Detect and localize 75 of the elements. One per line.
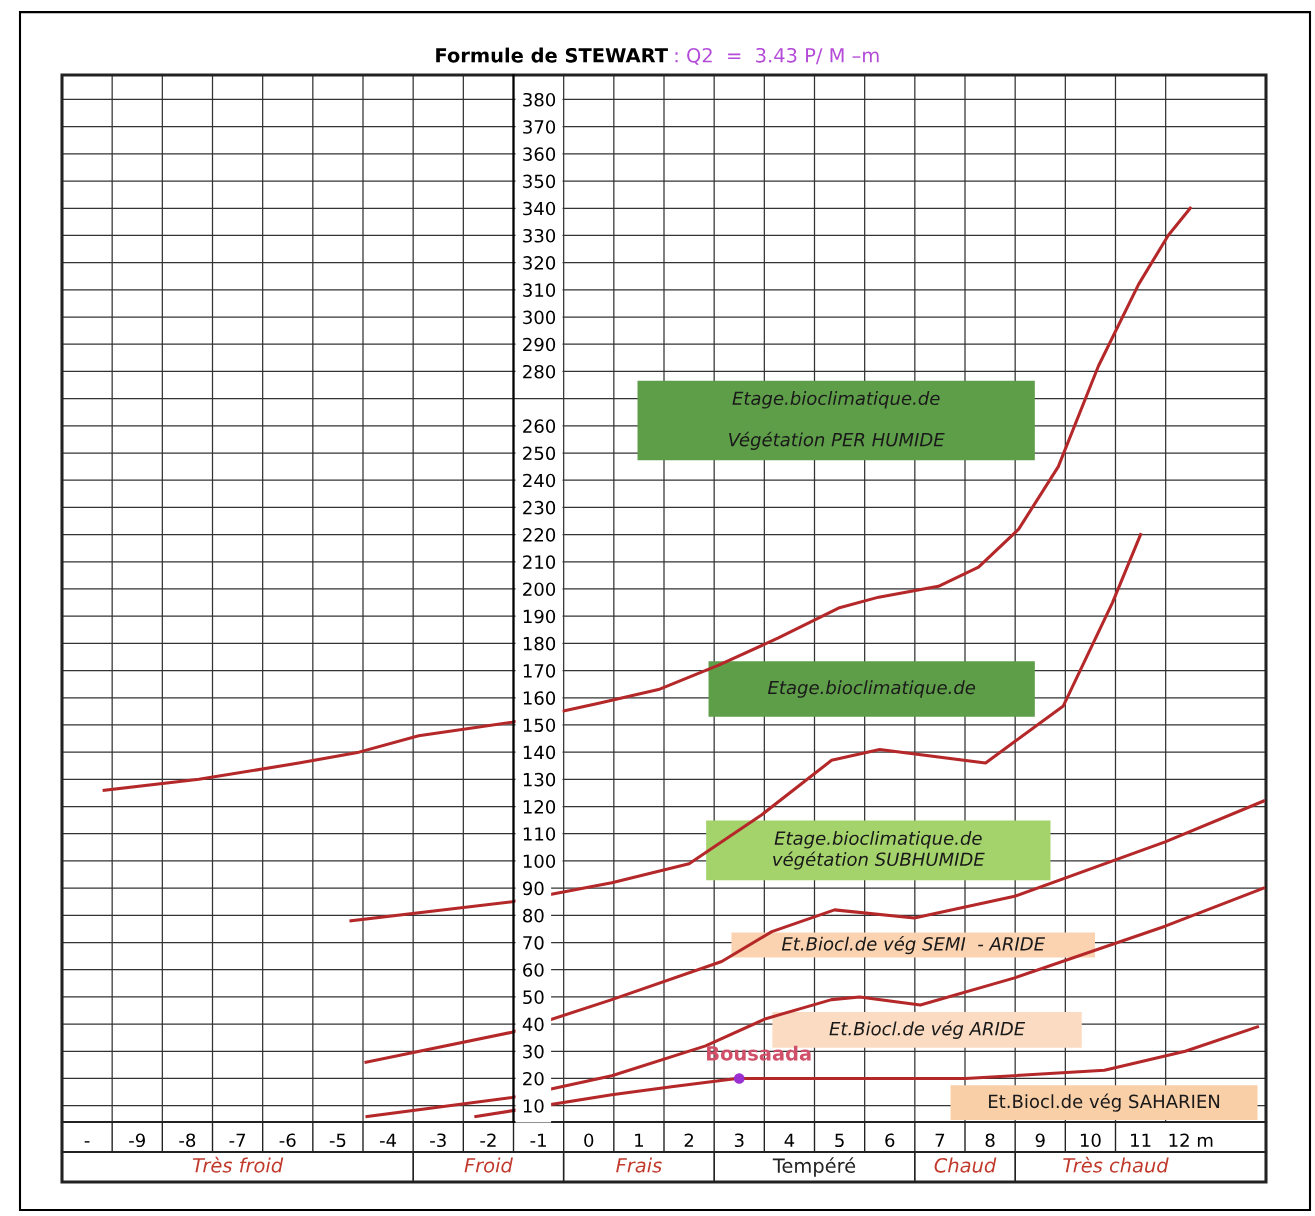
text: Froid	[464, 1157, 513, 1173]
y-tick-label: 240	[523, 473, 556, 488]
y-tick-label: 20	[523, 1071, 544, 1086]
y-tick-label: 360	[523, 147, 556, 161]
text: Etage.bioclimatique.de Végétation PER HUMIDE	[729, 391, 945, 450]
y-tick-label: 200	[523, 582, 556, 597]
y-tick-label: 190	[523, 609, 556, 624]
y-tick-label: 10	[523, 1099, 544, 1113]
x-tick-label: 7	[935, 1133, 945, 1147]
annotation: Et.Biocl.de vég ARIDE	[829, 1020, 1026, 1039]
x-tick-label: 9	[1035, 1133, 1045, 1148]
y-tick-label: 280	[523, 364, 556, 379]
x-tick-label: -5	[329, 1133, 346, 1148]
y-tick-label: 100	[523, 854, 556, 869]
y-tick-label: 180	[523, 636, 556, 651]
y-tick-label: 40	[522, 1017, 544, 1032]
x-tick-label: 11	[1131, 1133, 1151, 1147]
x-tick-label: 0	[584, 1133, 594, 1148]
y-tick-label: 370	[523, 120, 556, 134]
y-tick-label: 210	[523, 555, 556, 569]
y-tick-label: 50	[523, 990, 544, 1005]
y-tick-label: 120	[523, 800, 556, 814]
y-tick-label: 320	[523, 256, 556, 270]
x-tick-label: 5	[835, 1133, 844, 1148]
x-tick-label: 6	[885, 1133, 895, 1148]
x-tick-label: 10	[1080, 1133, 1101, 1148]
y-tick-label: 140	[523, 745, 556, 760]
text: Frais	[616, 1157, 662, 1173]
y-tick-label: 110	[523, 827, 556, 841]
x-tick-label: 12 m	[1169, 1133, 1213, 1147]
y-tick-label: 350	[523, 174, 556, 189]
x-tick-label: -	[84, 1141, 90, 1143]
chart-subtitle: : Q2 = 3.43 P/ M –m	[675, 47, 879, 65]
y-tick-label: 170	[523, 664, 556, 678]
x-tick-label: 4	[784, 1133, 795, 1147]
y-tick-label: 330	[523, 228, 556, 243]
chart-title: Formule de STEWART	[436, 47, 668, 63]
text: Chaud	[934, 1157, 997, 1173]
x-tick-label: -1	[530, 1133, 546, 1147]
x-tick-label: 3	[734, 1133, 744, 1148]
annotation: Etage.bioclimatique.de	[767, 680, 976, 698]
x-tick-label: -7	[229, 1133, 246, 1147]
y-tick-label: 340	[523, 201, 556, 216]
text: Très froid	[192, 1156, 284, 1173]
x-tick-label: -3	[430, 1133, 446, 1148]
y-tick-label: 220	[523, 528, 556, 542]
y-tick-label: 380	[523, 92, 556, 107]
annotation: Etage.bioclimatique.de végétation SUBHUMIDE	[773, 831, 985, 870]
x-tick-label: 1	[635, 1133, 643, 1147]
x-tick-label: -6	[279, 1133, 296, 1148]
x-tick-label: 2	[684, 1133, 694, 1147]
y-tick-label: 250	[523, 446, 556, 461]
y-tick-label: 230	[523, 500, 556, 515]
x-tick-label: -2	[480, 1133, 496, 1147]
y-tick-label: 300	[523, 310, 556, 325]
x-tick-label: 8	[985, 1133, 995, 1148]
y-tick-label: 160	[523, 691, 556, 705]
y-tick-label: 30	[523, 1044, 544, 1059]
y-tick-label: 290	[523, 337, 556, 352]
y-tick-label: 60	[523, 963, 544, 977]
y-tick-label: 90	[522, 881, 544, 896]
y-tick-label: 70	[523, 935, 544, 950]
x-tick-label: -4	[379, 1133, 397, 1147]
y-tick-label: 260	[523, 419, 556, 433]
x-tick-label: -9	[129, 1133, 145, 1148]
annotation: Et.Biocl.de vég SAHARIEN	[989, 1093, 1220, 1112]
x-tick-label: -8	[179, 1133, 196, 1148]
y-tick-label: 150	[523, 718, 556, 733]
y-tick-label: 310	[523, 283, 556, 297]
annotation: Et.Biocl.de vég SEMI - ARIDE	[781, 935, 1046, 955]
text: Très chaud	[1063, 1156, 1169, 1173]
line-series	[364, 799, 1266, 1064]
text: Tempéré	[772, 1157, 856, 1177]
y-tick-label: 130	[523, 772, 556, 787]
y-tick-label: 80	[523, 908, 544, 923]
